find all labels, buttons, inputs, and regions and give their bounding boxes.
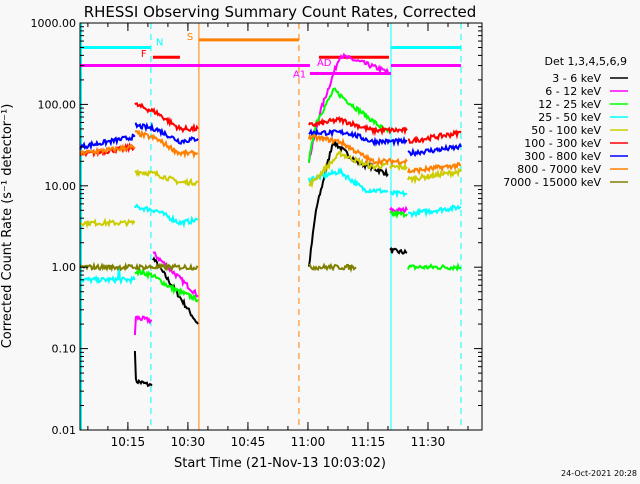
series-line-2-3 [407, 262, 462, 272]
y-tick-label: 0.10 [52, 343, 77, 356]
series-line-5-1 [134, 102, 199, 134]
series-line-4-1 [134, 168, 199, 187]
legend-title: Det 1,3,4,5,6,9 [544, 55, 627, 68]
series-line-6-0 [79, 133, 136, 151]
series-line-3-1 [134, 203, 199, 229]
series-line-6-2 [308, 127, 408, 148]
series-line-4-4 [407, 168, 462, 185]
series-line-2-0 [134, 268, 199, 303]
x-tick-label: 11:15 [351, 435, 386, 449]
legend-label: 50 - 100 keV [531, 124, 601, 137]
series-line-6-1 [134, 121, 199, 145]
chart-title: RHESSI Observing Summary Count Rates, Co… [84, 3, 477, 21]
legend-label: 3 - 6 keV [552, 72, 601, 85]
series-line-1-1 [152, 251, 199, 298]
x-axis-label: Start Time (21-Nov-13 10:03:02) [174, 456, 386, 471]
legend-label: 300 - 800 keV [524, 150, 601, 163]
series-line-1-2 [307, 52, 389, 163]
y-tick-label: 1000.00 [31, 17, 77, 30]
series-line-3-4 [408, 204, 462, 219]
series-line-8-1 [134, 261, 199, 272]
y-axis-label: Corrected Count Rate (s⁻¹ detector⁻¹) [0, 104, 15, 349]
legend-label: 12 - 25 keV [538, 98, 601, 111]
x-tick-label: 10:30 [171, 435, 206, 449]
x-tick-label: 10:15 [111, 435, 146, 449]
flag-label-A1: A1 [293, 69, 306, 80]
series-line-7-0 [79, 143, 136, 157]
flag-label-N: N [156, 38, 163, 49]
series-line-0-0 [133, 350, 153, 388]
series-line-6-3 [407, 142, 462, 158]
series-line-8-2 [308, 262, 357, 274]
footer-date: 24-Oct-2021 20:28 [561, 469, 637, 478]
series-line-4-0 [79, 217, 136, 229]
series-line-1-3 [389, 205, 408, 215]
series-line-7-1 [134, 129, 199, 160]
x-axis: 10:15 10:30 10:45 11:00 11:15 11:30 [87, 23, 469, 449]
x-tick-label: 11:00 [291, 435, 326, 449]
series-line-3-3 [389, 189, 408, 199]
legend-label: 6 - 12 keV [545, 85, 601, 98]
series-line-1-0 [133, 315, 153, 336]
y-tick-label: 1.00 [52, 261, 77, 274]
y-tick-label: 0.01 [52, 424, 77, 437]
y-tick-label: 100.00 [38, 98, 77, 111]
series-line-5-2 [308, 115, 408, 137]
legend-label: 25 - 50 keV [538, 111, 601, 124]
series-line-7-2 [307, 134, 408, 167]
legend-label: 100 - 300 keV [524, 137, 601, 150]
series-line-3-0 [79, 266, 136, 286]
series-line-4-3 [389, 161, 408, 172]
plot-frame [79, 22, 483, 431]
series-line-4-2 [308, 150, 389, 189]
series-line-2-2 [389, 209, 408, 220]
flag-label-F: F [141, 49, 147, 60]
series-line-5-3 [407, 129, 462, 144]
legend-label: 7000 - 15000 keV [503, 176, 601, 189]
series-line-0-3 [389, 246, 408, 255]
y-axis: 1000.00 100.00 10.00 1.00 0.10 0.01 [31, 17, 482, 437]
series-line-5-0 [79, 142, 136, 158]
x-tick-label: 10:45 [231, 435, 266, 449]
flag-label-S: S [187, 32, 193, 43]
legend-label: 800 - 7000 keV [517, 163, 601, 176]
series-line-2-1 [307, 87, 389, 163]
series-line-8-0 [79, 261, 136, 273]
x-tick-label: 11:30 [411, 435, 446, 449]
flag-label-AD: AD [317, 58, 332, 69]
series-line-7-3 [407, 161, 462, 176]
y-tick-label: 10.00 [45, 180, 77, 193]
plot-area: N S F AD A1 [79, 23, 462, 430]
